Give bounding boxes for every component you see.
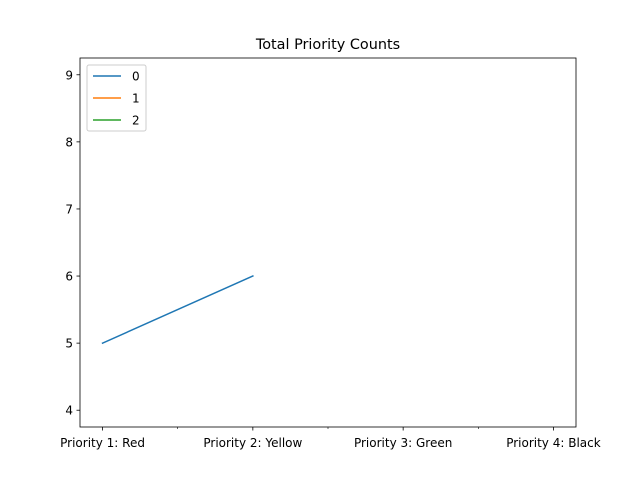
legend: 0 1 2 bbox=[86, 64, 147, 132]
axes-frame bbox=[79, 57, 577, 428]
plot-area: 4 5 6 7 8 9 Priority 1: Red Priority 2: Yellow P… bbox=[60, 57, 601, 450]
chart-title: Total Priority Counts bbox=[255, 37, 400, 53]
legend-label: 0 bbox=[132, 70, 140, 84]
legend-label: 1 bbox=[132, 92, 140, 106]
legend-label: 2 bbox=[132, 114, 140, 128]
y-tick-label: 7 bbox=[65, 202, 73, 216]
y-tick-label: 9 bbox=[65, 68, 73, 82]
x-tick-label: Priority 3: Green bbox=[354, 436, 452, 450]
y-tick-label: 8 bbox=[65, 135, 73, 149]
x-tick-label: Priority 4: Black bbox=[506, 436, 601, 450]
x-tick-label: Priority 1: Red bbox=[60, 436, 145, 450]
y-tick-label: 4 bbox=[65, 404, 73, 418]
y-tick-label: 5 bbox=[65, 337, 73, 351]
x-tick-label: Priority 2: Yellow bbox=[203, 436, 302, 450]
series-line-0 bbox=[101, 275, 254, 345]
y-tick-label: 6 bbox=[65, 270, 73, 284]
